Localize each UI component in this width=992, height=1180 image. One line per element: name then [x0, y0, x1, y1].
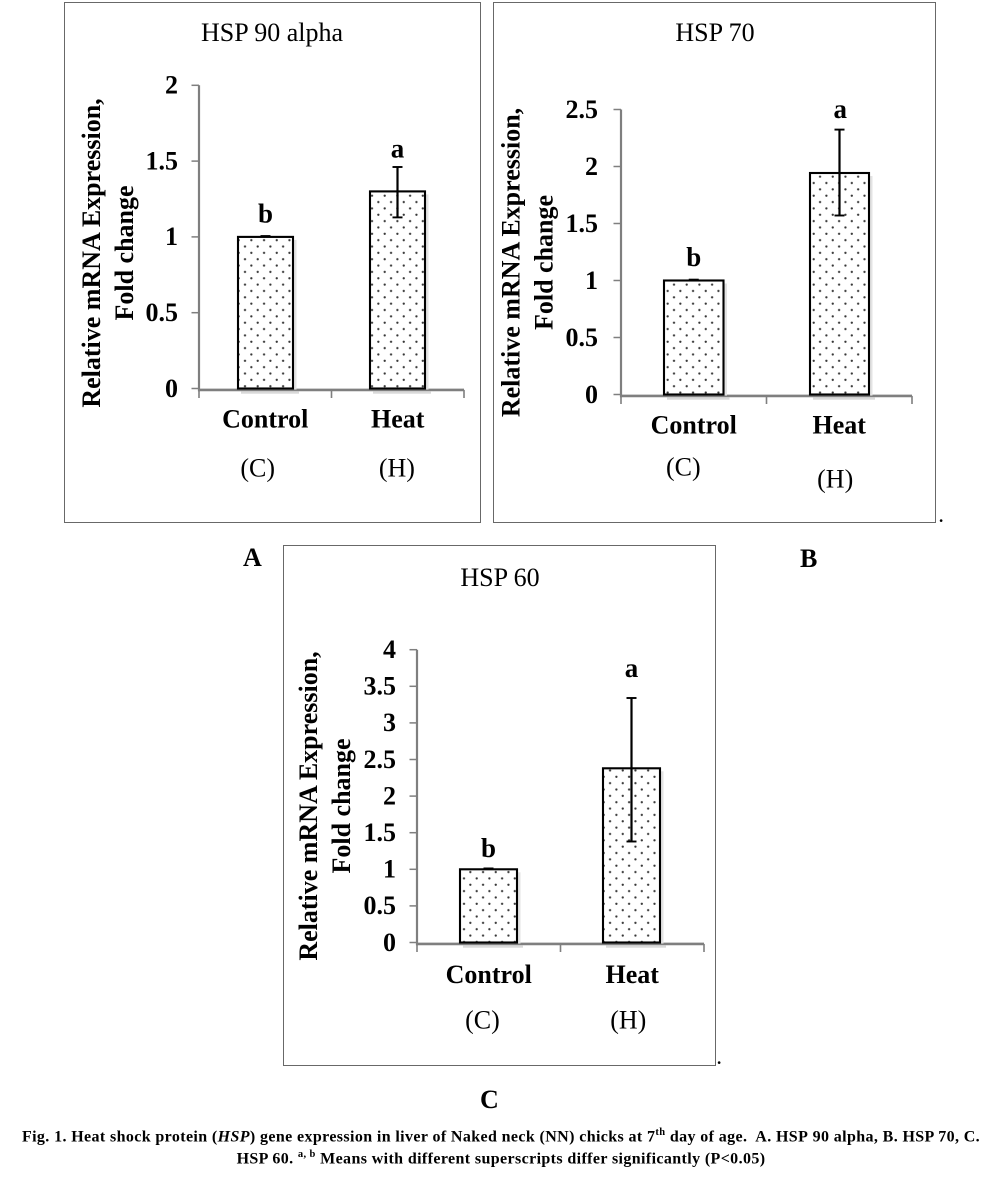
svg-text:(C): (C)	[240, 453, 275, 482]
svg-text:(H): (H)	[610, 1006, 646, 1035]
svg-text:2: 2	[165, 71, 178, 100]
svg-text:a: a	[625, 653, 639, 683]
svg-text:0: 0	[165, 374, 178, 403]
svg-text:Control: Control	[651, 410, 737, 439]
svg-text:HSP 60: HSP 60	[460, 563, 539, 592]
svg-text:a: a	[391, 133, 405, 163]
svg-text:1.5: 1.5	[146, 146, 179, 175]
svg-text:Heat: Heat	[813, 410, 867, 439]
svg-text:2.5: 2.5	[364, 745, 397, 774]
svg-text:1: 1	[585, 266, 598, 295]
svg-text:HSP 90 alpha: HSP 90 alpha	[201, 18, 343, 47]
svg-text:b: b	[258, 198, 273, 228]
svg-text:Fold change: Fold change	[110, 185, 139, 320]
svg-text:Control: Control	[222, 405, 308, 434]
svg-text:(C): (C)	[666, 452, 701, 481]
svg-text:0: 0	[383, 928, 396, 957]
svg-text:Fold change: Fold change	[530, 195, 559, 330]
svg-text:3.5: 3.5	[364, 672, 397, 701]
svg-text:1.5: 1.5	[364, 818, 397, 847]
svg-text:Relative mRNA Expression,: Relative mRNA Expression,	[77, 98, 106, 407]
svg-text:0: 0	[585, 380, 598, 409]
svg-text:a: a	[833, 94, 847, 124]
svg-text:4: 4	[383, 635, 396, 664]
svg-text:b: b	[686, 242, 701, 272]
svg-text:(H): (H)	[817, 465, 853, 494]
svg-text:Control: Control	[446, 960, 532, 989]
svg-text:(H): (H)	[379, 453, 415, 482]
svg-text:0.5: 0.5	[146, 298, 179, 327]
svg-text:HSP 70: HSP 70	[675, 18, 754, 47]
svg-text:Relative mRNA Expression,: Relative mRNA Expression,	[294, 651, 323, 960]
svg-text:0.5: 0.5	[566, 323, 599, 352]
svg-text:1: 1	[165, 222, 178, 251]
svg-text:b: b	[481, 833, 496, 863]
svg-text:2: 2	[585, 152, 598, 181]
svg-text:3: 3	[383, 708, 396, 737]
svg-text:Heat: Heat	[606, 960, 660, 989]
svg-text:1.5: 1.5	[566, 209, 599, 238]
svg-text:(C): (C)	[465, 1006, 500, 1035]
svg-text:0.5: 0.5	[364, 891, 397, 920]
svg-text:2.5: 2.5	[566, 95, 599, 124]
svg-text:Heat: Heat	[371, 405, 425, 434]
svg-text:1: 1	[383, 855, 396, 884]
svg-text:2: 2	[383, 781, 396, 810]
svg-text:Relative mRNA Expression,: Relative mRNA Expression,	[497, 108, 526, 417]
svg-text:Fold change: Fold change	[327, 738, 356, 873]
